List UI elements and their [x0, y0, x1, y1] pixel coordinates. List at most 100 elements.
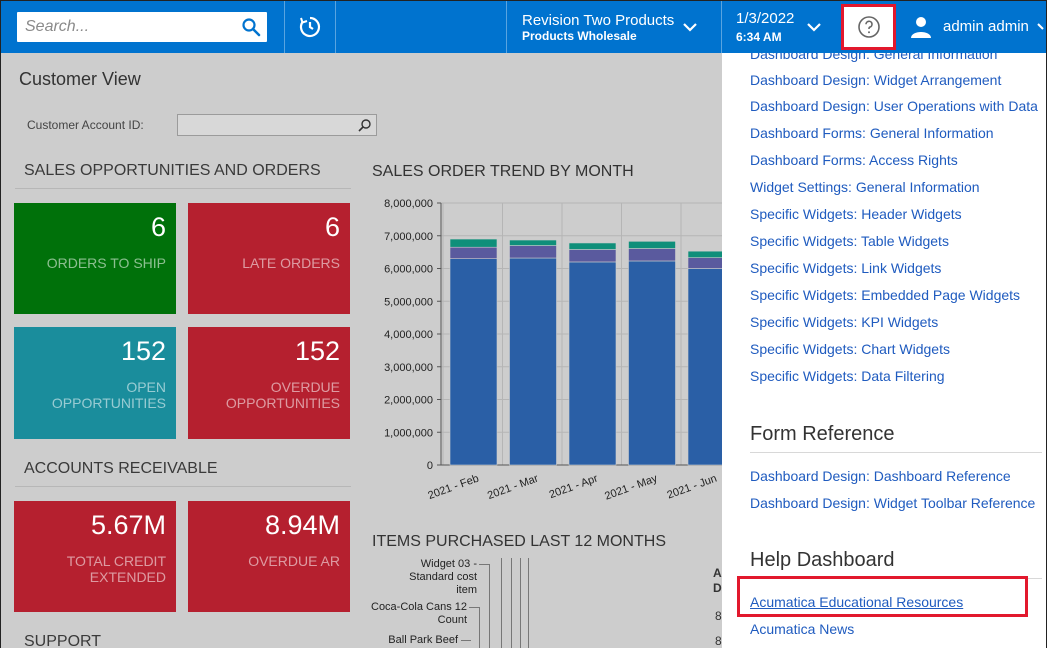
kpi-value: 8.94M: [264, 510, 340, 540]
bar-segment: [449, 258, 498, 466]
branch-name: Products Wholesale: [522, 29, 637, 43]
recent-history-button[interactable]: [285, 1, 335, 53]
help-link-educational-resources[interactable]: Acumatica Educational Resources: [750, 594, 964, 610]
y-tick-label: 4,000,000: [384, 329, 433, 341]
sales-trend-chart: 0 1,000,000 2,000,000 3,000,000 4,000,000 5,0…: [384, 198, 722, 503]
help-link-item[interactable]: Specific Widgets: Header Widgets: [750, 206, 962, 222]
x-tick-label: 2021 - Feb: [426, 473, 480, 502]
bar-segment: [628, 241, 676, 249]
leader-line: [469, 607, 479, 608]
kpi-open-opportunities[interactable]: 152 OPEN OPPORTUNITIES: [14, 327, 176, 439]
kpi-value: 152: [294, 336, 340, 366]
kpi-orders-to-ship[interactable]: 6 ORDERS TO SHIP: [14, 203, 176, 314]
y-tick-label: 2,000,000: [384, 395, 433, 407]
kpi-label: OVERDUE AR: [248, 553, 340, 569]
x-tick-label: 2021 - Jun: [666, 473, 719, 502]
help-link-item[interactable]: Specific Widgets: Link Widgets: [750, 260, 942, 276]
trend-chart-title: SALES ORDER TREND BY MONTH: [372, 163, 634, 180]
separator: [335, 1, 336, 53]
kpi-value: 6: [150, 212, 166, 242]
y-tick-label: 8,000,000: [384, 198, 433, 210]
help-button[interactable]: [841, 4, 896, 50]
kpi-label: OVERDUE OPPORTUNITIES: [225, 379, 340, 411]
bar-segment: [687, 257, 722, 269]
kpi-label: ORDERS TO SHIP: [46, 255, 166, 271]
item-label: Coca-Cola Cans 12 Count: [371, 601, 467, 626]
help-link-item[interactable]: Widget Settings: General Information: [750, 179, 980, 195]
search-input[interactable]: [17, 12, 232, 42]
help-link-item[interactable]: Dashboard Design: Widget Arrangement: [750, 72, 1002, 88]
bar-segment: [568, 242, 617, 250]
help-link-acumatica-news[interactable]: Acumatica News: [750, 621, 855, 637]
bar-segment: [687, 250, 722, 258]
user-menu[interactable]: admin admin: [899, 1, 1046, 53]
kpi-late-orders[interactable]: 6 LATE ORDERS: [188, 203, 350, 314]
chevron-down-icon: [807, 23, 821, 32]
kpi-overdue-ar[interactable]: 8.94M OVERDUE AR: [188, 501, 350, 612]
y-tick-label: 3,000,000: [384, 362, 433, 374]
kpi-label: LATE ORDERS: [242, 255, 340, 271]
leader-line: [479, 564, 489, 565]
leader-line: [461, 640, 471, 641]
bar-segment: [628, 248, 676, 262]
customer-account-field[interactable]: [177, 114, 377, 136]
leader-line: [479, 607, 480, 648]
help-link-item[interactable]: Dashboard Design: User Operations with D…: [750, 98, 1038, 114]
kpi-value: 152: [120, 336, 166, 366]
customer-account-label: Customer Account ID:: [27, 118, 144, 132]
help-link-item[interactable]: Specific Widgets: Embedded Page Widgets: [750, 287, 1021, 303]
help-link-item[interactable]: Dashboard Forms: Access Rights: [750, 152, 958, 168]
help-dashboard-heading: Help Dashboard: [750, 549, 895, 571]
search-box[interactable]: [17, 12, 267, 42]
search-icon[interactable]: [241, 17, 261, 37]
dashboard-main: Customer View Customer Account ID: SALES…: [1, 53, 722, 648]
bar-segment: [509, 245, 557, 259]
leader-line: [489, 564, 490, 648]
help-panel: Dashboard Design: General Information Das…: [722, 53, 1046, 648]
bar-segment: [449, 238, 498, 248]
help-link-item[interactable]: Specific Widgets: KPI Widgets: [750, 314, 939, 330]
business-date-selector[interactable]: 1/3/2022 6:34 AM: [722, 1, 838, 53]
top-bar: Revision Two Products Products Wholesale…: [1, 1, 1046, 53]
divider: [15, 188, 351, 189]
bar-segment: [568, 261, 617, 466]
user-name: admin admin: [943, 18, 1029, 35]
help-link-item[interactable]: Dashboard Design: General Information: [750, 53, 998, 62]
x-tick-label: 2021 - Apr: [548, 472, 600, 501]
search-icon[interactable]: [358, 118, 372, 132]
kpi-value: 6: [324, 212, 340, 242]
separator: [506, 1, 507, 53]
leader-line: [528, 558, 529, 648]
separator: [284, 1, 285, 53]
bar-segment: [628, 260, 676, 466]
help-link-item[interactable]: Dashboard Forms: General Information: [750, 125, 994, 141]
item-label: Ball Park Beef: [388, 634, 458, 646]
history-icon: [299, 16, 321, 38]
partial-column-header: D: [713, 581, 722, 595]
help-link-item[interactable]: Specific Widgets: Chart Widgets: [750, 341, 950, 357]
help-link-dashboard-reference[interactable]: Dashboard Design: Dashboard Reference: [750, 468, 1011, 484]
bar-segment: [509, 239, 557, 246]
bar-segment: [568, 249, 617, 263]
bar-segment: [687, 268, 722, 466]
separator: [721, 1, 722, 53]
y-tick-label: 0: [427, 460, 433, 472]
bar-segment: [509, 257, 557, 466]
kpi-total-credit-extended[interactable]: 5.67M TOTAL CREDIT EXTENDED: [14, 501, 176, 612]
company-name: Revision Two Products: [522, 12, 675, 29]
kpi-overdue-opportunities[interactable]: 152 OVERDUE OPPORTUNITIES: [188, 327, 350, 439]
x-tick-label: 2021 - Mar: [486, 472, 540, 502]
business-date: 1/3/2022: [736, 10, 795, 27]
form-reference-heading: Form Reference: [750, 423, 895, 445]
business-time: 6:34 AM: [736, 30, 782, 44]
user-icon: [911, 17, 931, 38]
leader-line: [511, 558, 512, 648]
help-link-item[interactable]: Specific Widgets: Table Widgets: [750, 233, 949, 249]
page-title: Customer View: [19, 69, 141, 89]
help-link-widget-toolbar-reference[interactable]: Dashboard Design: Widget Toolbar Referen…: [750, 495, 1036, 511]
question-circle-icon: [857, 16, 880, 38]
partial-column-header: A: [713, 566, 722, 580]
help-link-item[interactable]: Specific Widgets: Data Filtering: [750, 368, 945, 384]
receivable-section-title: ACCOUNTS RECEIVABLE: [24, 460, 218, 477]
company-selector[interactable]: Revision Two Products Products Wholesale: [506, 1, 721, 53]
